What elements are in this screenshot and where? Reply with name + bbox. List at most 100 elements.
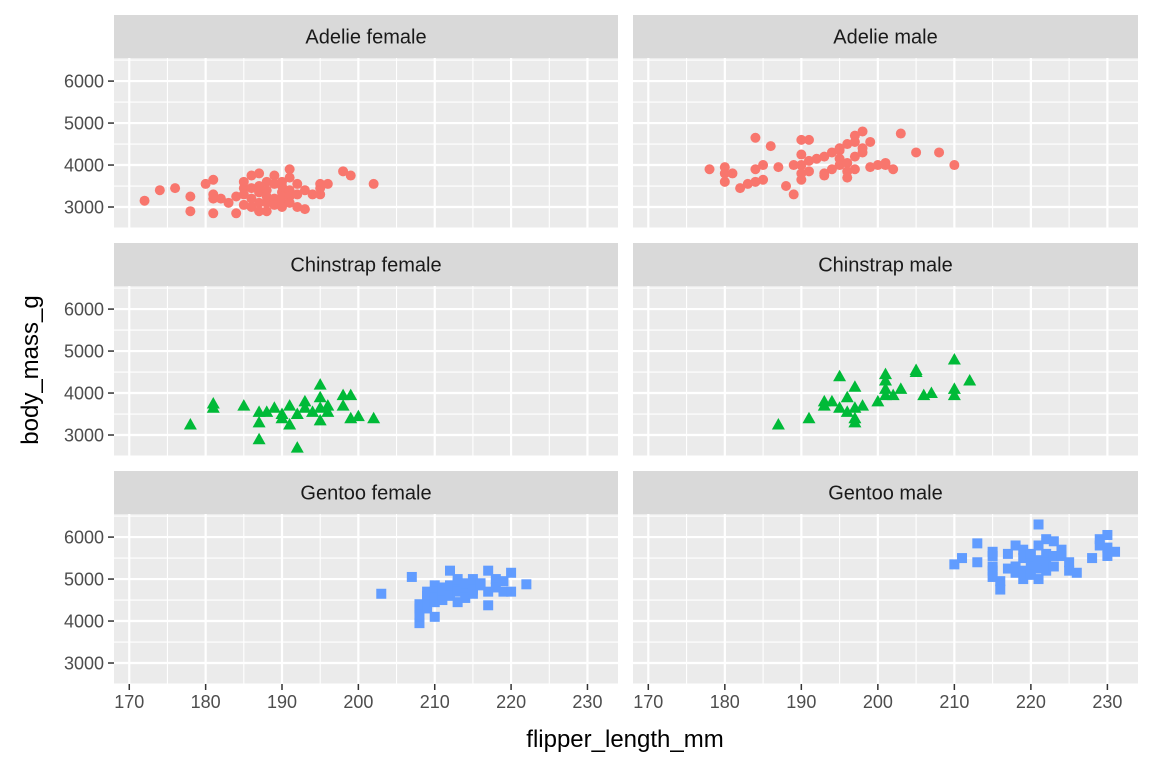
data-point	[238, 176, 249, 187]
axes-layer: 3000 4000 5000 6000 3000 4000 5000 6000 3000 4000…	[64, 72, 1122, 712]
data-point	[154, 185, 165, 196]
data-point	[796, 134, 807, 145]
data-point	[345, 170, 356, 181]
data-point	[422, 599, 433, 610]
data-point	[727, 168, 738, 179]
data-point	[972, 538, 983, 549]
facet-strip-label: Adelie female	[305, 27, 426, 49]
panel-background	[633, 58, 1138, 228]
facet-strip-label: Gentoo male	[828, 483, 943, 505]
data-point	[771, 418, 785, 430]
data-point	[277, 202, 287, 213]
x-axis-title: flipper_length_mm	[526, 726, 723, 753]
data-point	[934, 147, 945, 158]
data-point	[223, 197, 234, 208]
data-point	[467, 574, 478, 585]
y-tick-label: 4000	[64, 156, 104, 176]
data-point	[351, 409, 365, 422]
data-point	[521, 579, 532, 590]
data-point	[445, 590, 455, 601]
data-point	[788, 189, 799, 200]
data-point	[842, 139, 853, 150]
data-point	[826, 164, 837, 175]
data-point	[208, 193, 219, 204]
data-point	[947, 382, 961, 394]
data-point	[254, 168, 265, 179]
data-point	[1033, 574, 1044, 585]
data-point	[879, 373, 892, 386]
data-point	[849, 136, 860, 147]
data-point	[888, 164, 899, 175]
facet-adelie-male: Adelie male	[633, 15, 1138, 229]
data-point	[833, 369, 847, 382]
data-point	[834, 143, 845, 154]
data-point	[750, 176, 761, 187]
data-point	[1048, 561, 1059, 572]
data-point	[742, 178, 753, 189]
data-point	[238, 189, 249, 200]
y-tick-label: 3000	[64, 426, 104, 446]
x-tick-label: 180	[710, 692, 740, 712]
data-point	[429, 611, 440, 622]
data-point	[261, 206, 272, 217]
data-point	[1018, 574, 1029, 585]
data-point	[254, 197, 265, 208]
data-point	[1025, 561, 1036, 572]
data-point	[1087, 553, 1098, 564]
data-point	[183, 418, 197, 430]
data-point	[1002, 563, 1013, 574]
data-point	[299, 204, 310, 215]
data-point	[277, 191, 287, 202]
facet-strip	[114, 15, 618, 58]
data-point	[1064, 565, 1075, 576]
data-point	[460, 592, 471, 603]
x-tick-label: 200	[343, 692, 373, 712]
data-point	[414, 609, 425, 620]
data-point	[949, 559, 960, 570]
facet-strip	[633, 15, 1138, 58]
facet-strip	[633, 243, 1138, 286]
data-point	[871, 394, 885, 407]
data-point	[298, 394, 312, 407]
data-point	[788, 160, 799, 171]
data-point	[1056, 544, 1067, 555]
data-point	[773, 162, 784, 173]
data-point	[306, 405, 320, 417]
data-point	[819, 151, 830, 162]
data-point	[758, 174, 769, 185]
data-point	[367, 411, 381, 424]
data-point	[460, 586, 471, 597]
facet-strip	[633, 471, 1138, 514]
data-point	[498, 576, 509, 587]
data-point	[1002, 548, 1013, 559]
x-tick-label: 190	[786, 692, 816, 712]
data-point	[246, 202, 257, 213]
y-tick-label: 4000	[64, 612, 104, 632]
data-point	[254, 187, 265, 198]
data-point	[344, 388, 358, 401]
data-point	[452, 597, 463, 608]
data-point	[275, 411, 289, 424]
data-point	[376, 588, 387, 599]
data-point	[825, 394, 839, 407]
data-point	[414, 599, 425, 610]
data-point	[269, 170, 280, 181]
y-axis-title: body_mass_g	[17, 295, 44, 444]
data-point	[826, 147, 837, 158]
data-point	[840, 390, 854, 403]
facet-strip-label: Chinstrap male	[818, 255, 953, 277]
data-point	[260, 405, 274, 417]
data-point	[170, 183, 181, 194]
data-point	[321, 405, 335, 417]
data-point	[506, 586, 517, 597]
data-point	[1102, 529, 1113, 540]
data-point	[231, 208, 242, 219]
data-point	[269, 178, 280, 189]
data-point	[1110, 546, 1121, 557]
data-point	[894, 382, 908, 394]
data-point	[1102, 542, 1113, 553]
data-point	[1048, 550, 1059, 561]
data-point	[796, 160, 807, 171]
facet-chinstrap-female: Chinstrap female	[114, 243, 618, 457]
data-point	[267, 401, 281, 413]
